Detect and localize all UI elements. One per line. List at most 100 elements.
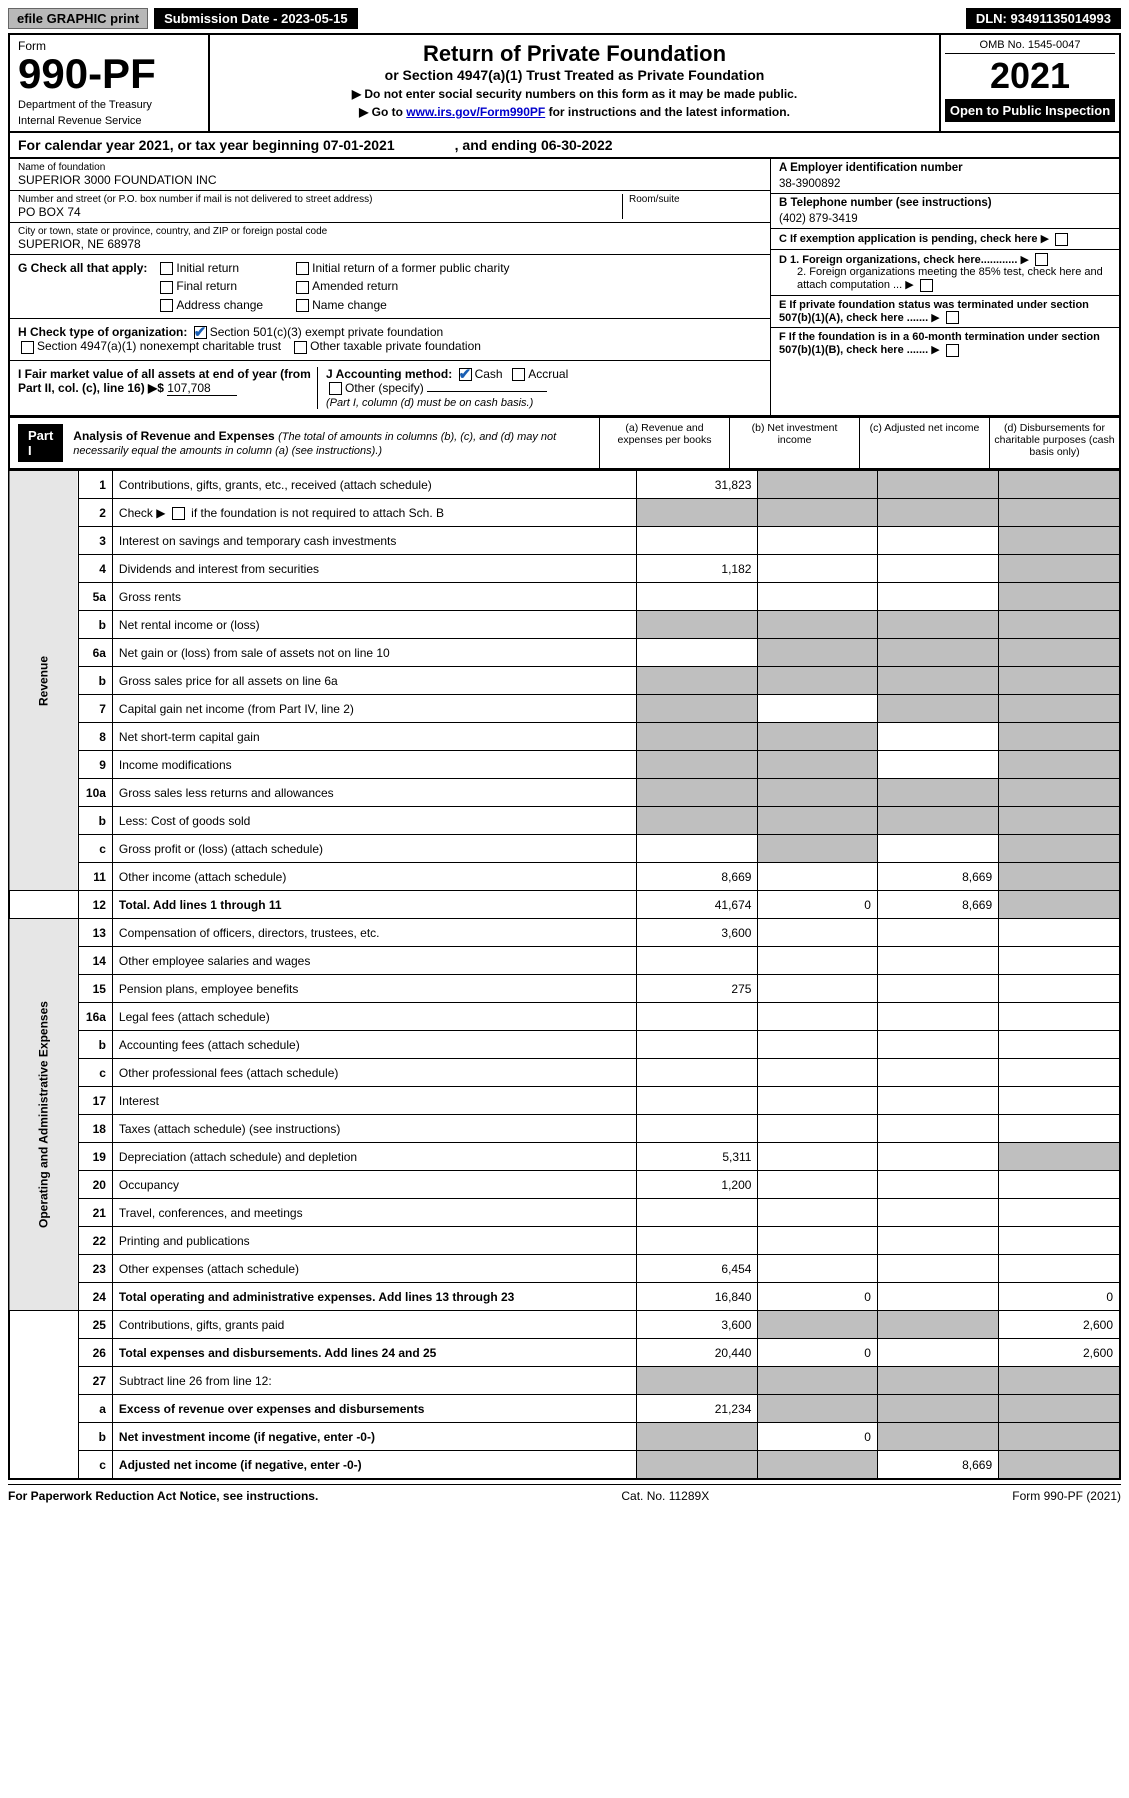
footer-left: For Paperwork Reduction Act Notice, see … [8,1489,318,1503]
chk-schb[interactable] [172,507,185,520]
foundation-name: SUPERIOR 3000 FOUNDATION INC [18,173,762,187]
col-c-hdr: (c) Adjusted net income [859,418,989,468]
desc-12: Total. Add lines 1 through 11 [112,891,636,919]
desc-8: Net short-term capital gain [112,723,636,751]
amt-26b: 0 [758,1339,877,1367]
desc-1: Contributions, gifts, grants, etc., rece… [112,471,636,499]
chk-cash[interactable] [459,368,472,381]
amt-27b-b: 0 [758,1423,877,1451]
amt-26d: 2,600 [999,1339,1120,1367]
chk-d2[interactable] [920,279,933,292]
opt-cash: Cash [475,367,503,381]
desc-25: Contributions, gifts, grants paid [112,1311,636,1339]
desc-10a: Gross sales less returns and allowances [112,779,636,807]
desc-10b: Less: Cost of goods sold [112,807,636,835]
chk-other-method[interactable] [329,382,342,395]
chk-other-tax[interactable] [294,341,307,354]
chk-e[interactable] [946,311,959,324]
chk-d1[interactable] [1035,253,1048,266]
city-val: SUPERIOR, NE 68978 [18,237,762,251]
desc-15: Pension plans, employee benefits [112,975,636,1003]
cal-year-end: , and ending 06-30-2022 [455,137,613,153]
d1-label: D 1. Foreign organizations, check here..… [779,254,1017,266]
amt-20a: 1,200 [636,1171,758,1199]
fmv-value: 107,708 [167,381,237,396]
ssn-note: ▶ Do not enter social security numbers o… [220,87,929,101]
part1-title: Analysis of Revenue and Expenses [73,429,274,443]
chk-amended[interactable] [296,281,309,294]
desc-11: Other income (attach schedule) [112,863,636,891]
name-label: Name of foundation [18,162,762,173]
dln: DLN: 93491135014993 [966,8,1121,29]
amt-11c: 8,669 [877,863,998,891]
desc-7: Capital gain net income (from Part IV, l… [112,695,636,723]
i-arrow: ▶$ [148,381,164,395]
desc-17: Interest [112,1087,636,1115]
expenses-side: Operating and Administrative Expenses [9,919,79,1311]
chk-f[interactable] [946,344,959,357]
main-table: Revenue 1Contributions, gifts, grants, e… [8,470,1121,1480]
tax-year: 2021 [945,54,1115,97]
cal-year-begin: For calendar year 2021, or tax year begi… [18,137,395,153]
chk-initial[interactable] [160,262,173,275]
chk-accrual[interactable] [512,368,525,381]
amt-24b: 0 [758,1283,877,1311]
chk-addr-change[interactable] [160,299,173,312]
addr-val: PO BOX 74 [18,205,622,219]
desc-14: Other employee salaries and wages [112,947,636,975]
form-subtitle: or Section 4947(a)(1) Trust Treated as P… [220,67,929,83]
amt-12c: 8,669 [877,891,998,919]
submission-date: Submission Date - 2023-05-15 [154,8,358,29]
chk-name-change[interactable] [296,299,309,312]
desc-22: Printing and publications [112,1227,636,1255]
chk-501c3[interactable] [194,326,207,339]
desc-4: Dividends and interest from securities [112,555,636,583]
open-public: Open to Public Inspection [945,99,1115,122]
amt-19a: 5,311 [636,1143,758,1171]
opt-addr-change: Address change [176,298,263,312]
j-note: (Part I, column (d) must be on cash basi… [326,397,533,409]
i-label: I Fair market value of all assets at end… [18,367,311,395]
room-label: Room/suite [629,194,762,205]
desc-13: Compensation of officers, directors, tru… [112,919,636,947]
h-label: H Check type of organization: [18,325,187,339]
chk-final[interactable] [160,281,173,294]
col-b-hdr: (b) Net investment income [729,418,859,468]
efile-button[interactable]: efile GRAPHIC print [8,8,148,29]
chk-initial-former[interactable] [296,262,309,275]
desc-24: Total operating and administrative expen… [112,1283,636,1311]
chk-4947[interactable] [21,341,34,354]
desc-10c: Gross profit or (loss) (attach schedule) [112,835,636,863]
amt-27a-a: 21,234 [636,1395,758,1423]
desc-16c: Other professional fees (attach schedule… [112,1059,636,1087]
j-label: J Accounting method: [326,367,452,381]
opt-initial-former: Initial return of a former public charit… [312,261,509,275]
form-title: Return of Private Foundation [220,41,929,67]
footer-form: Form 990-PF (2021) [1012,1489,1121,1503]
opt-501c3: Section 501(c)(3) exempt private foundat… [210,325,443,339]
desc-27a: Excess of revenue over expenses and disb… [112,1395,636,1423]
amt-27c-c: 8,669 [877,1451,998,1479]
phone-label: B Telephone number (see instructions) [779,197,1111,209]
revenue-side: Revenue [9,471,79,891]
note2-pre: ▶ Go to [359,105,406,119]
opt-final: Final return [176,279,237,293]
amt-25d: 2,600 [999,1311,1120,1339]
desc-16b: Accounting fees (attach schedule) [112,1031,636,1059]
desc-21: Travel, conferences, and meetings [112,1199,636,1227]
desc-19: Depreciation (attach schedule) and deple… [112,1143,636,1171]
phone-val: (402) 879-3419 [779,209,1111,225]
opt-other-method: Other (specify) [345,381,424,395]
goto-note: ▶ Go to www.irs.gov/Form990PF for instru… [220,105,929,119]
amt-12a: 41,674 [636,891,758,919]
desc-2: Check ▶ if the foundation is not require… [112,499,636,527]
ln-1: 1 [79,471,113,499]
opt-amended: Amended return [312,279,398,293]
chk-c[interactable] [1055,233,1068,246]
col-a-hdr: (a) Revenue and expenses per books [599,418,729,468]
desc-18: Taxes (attach schedule) (see instruction… [112,1115,636,1143]
footer-cat: Cat. No. 11289X [621,1489,709,1503]
irs-link[interactable]: www.irs.gov/Form990PF [406,105,545,119]
desc-6b: Gross sales price for all assets on line… [112,667,636,695]
desc-27b: Net investment income (if negative, ente… [112,1423,636,1451]
